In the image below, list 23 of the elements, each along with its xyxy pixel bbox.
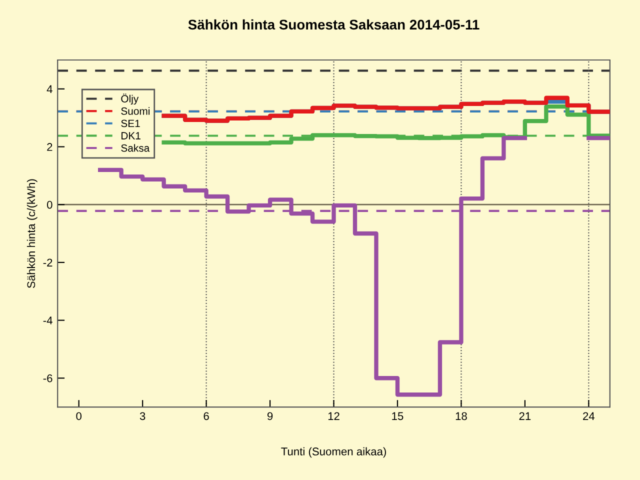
x-tick-label: 9 — [267, 412, 273, 420]
y-tick-label: -2 — [43, 258, 52, 266]
y-tick-label: -4 — [43, 316, 52, 324]
x-tick-label: 6 — [204, 412, 209, 420]
x-tick-label: 24 — [583, 412, 595, 420]
legend-label: SE1 — [121, 120, 140, 128]
x-tick-label: 3 — [140, 412, 146, 420]
y-axis-title: Sähkön hinta (c/(kWh) — [26, 179, 38, 288]
chart-title: Sähkön hinta Suomesta Saksaan 2014-05-11 — [188, 19, 480, 30]
x-tick-label: 0 — [76, 412, 82, 420]
ref-line-label: Suomi — [121, 107, 150, 115]
y-tick-label: -6 — [43, 374, 52, 382]
y-tick-label: 4 — [46, 85, 52, 93]
legend-label: Saksa — [121, 144, 150, 152]
y-tick-label: 0 — [46, 200, 52, 209]
x-tick-label: 12 — [328, 412, 340, 420]
x-tick-label: 15 — [392, 412, 404, 420]
y-tick-label: 2 — [47, 143, 52, 151]
x-axis-title: Tunti (Suomen aikaa) — [281, 447, 386, 458]
x-tick-label: 18 — [456, 412, 467, 420]
x-tick-label: 21 — [519, 412, 531, 420]
legend-label: Öljy — [121, 94, 139, 105]
ref-line-label: DK1 — [122, 132, 140, 140]
